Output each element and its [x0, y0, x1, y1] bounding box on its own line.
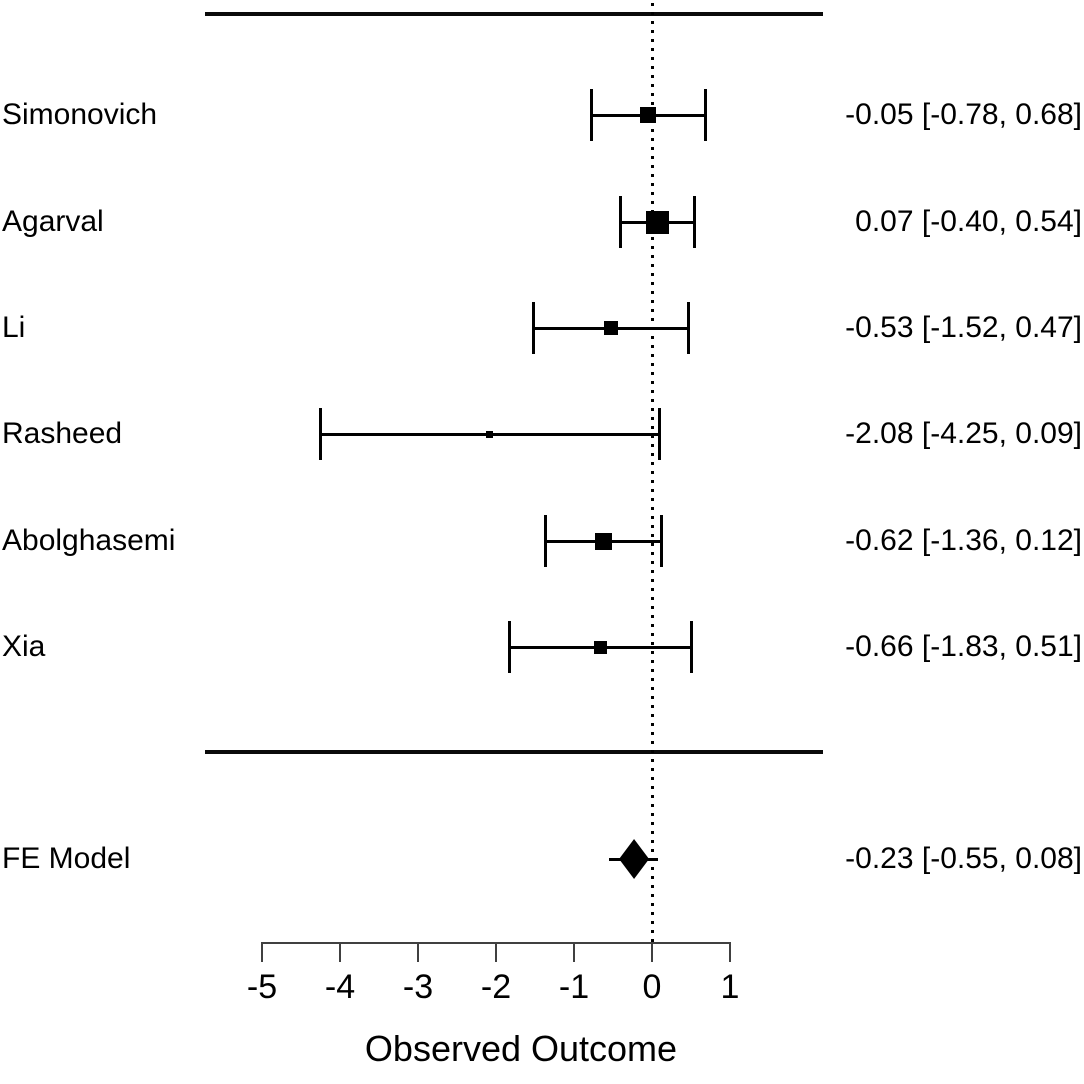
x-axis-tick-label: -1: [558, 968, 590, 1006]
study-label: Agarval: [2, 205, 104, 238]
x-axis-tick: [261, 942, 263, 962]
zero-reference-line: [651, 3, 654, 943]
ci-cap-left: [507, 621, 511, 673]
ci-cap-left: [319, 408, 322, 460]
x-axis-tick-label: -3: [402, 968, 434, 1006]
ci-cap-right: [692, 196, 696, 248]
x-axis-tick: [417, 942, 419, 962]
point-estimate-marker: [645, 210, 669, 234]
ci-cap-right: [659, 515, 663, 567]
estimate-annotation: -0.05 [-0.78, 0.68]: [845, 98, 1082, 131]
x-axis-tick-label: -5: [246, 968, 278, 1006]
ci-cap-right: [703, 89, 707, 141]
x-axis-title: Observed Outcome: [364, 1028, 678, 1069]
summary-annotation: -0.23 [-0.55, 0.08]: [845, 842, 1082, 875]
x-axis-tick-label: -4: [324, 968, 356, 1006]
study-label: Abolghasemi: [2, 524, 176, 557]
ci-cap-right: [657, 408, 661, 460]
point-estimate-marker: [640, 107, 657, 123]
study-label: Xia: [2, 630, 46, 663]
x-axis-tick: [495, 942, 497, 962]
ci-cap-right: [687, 302, 691, 354]
ci-cap-left: [544, 515, 548, 567]
x-axis-tick-label: -2: [480, 968, 512, 1006]
ci-cap-right: [690, 621, 694, 673]
x-axis-tick-label: 0: [642, 968, 662, 1006]
x-axis-tick: [573, 942, 575, 962]
study-label: Simonovich: [2, 98, 158, 131]
point-estimate-marker: [595, 532, 613, 550]
estimate-annotation: 0.07 [-0.40, 0.54]: [855, 205, 1082, 238]
point-estimate-marker: [486, 430, 494, 438]
ci-cap-left: [619, 196, 623, 248]
study-label: Rasheed: [2, 417, 123, 450]
ci-cap-left: [589, 89, 593, 141]
ci-cap-left: [531, 302, 535, 354]
summary-separator-rule: [205, 750, 823, 754]
summary-label: FE Model: [2, 842, 131, 875]
x-axis-tick-label: 1: [720, 968, 740, 1006]
x-axis-tick: [651, 942, 653, 962]
study-label: Li: [2, 311, 26, 344]
point-estimate-marker: [594, 640, 608, 654]
estimate-annotation: -0.66 [-1.83, 0.51]: [845, 630, 1082, 663]
estimate-annotation: -2.08 [-4.25, 0.09]: [845, 417, 1082, 450]
estimate-annotation: -0.62 [-1.36, 0.12]: [845, 524, 1082, 557]
top-rule: [205, 12, 823, 16]
point-estimate-marker: [603, 321, 618, 335]
summary-diamond: [619, 839, 650, 879]
estimate-annotation: -0.53 [-1.52, 0.47]: [845, 311, 1082, 344]
x-axis-tick: [729, 942, 731, 962]
x-axis-tick: [339, 942, 341, 962]
